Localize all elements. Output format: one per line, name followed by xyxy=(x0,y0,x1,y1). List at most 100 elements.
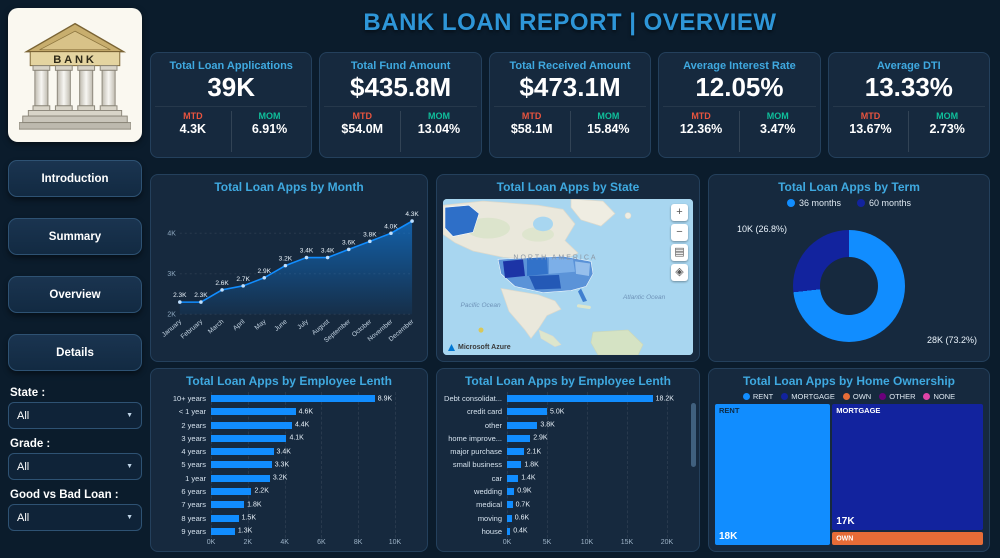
bar-row: 2 years 4.4K xyxy=(155,419,421,432)
slice-label-36-months: 28K (73.2%) xyxy=(926,335,977,345)
bar[interactable] xyxy=(507,461,522,469)
bar[interactable] xyxy=(507,434,531,442)
mtd-value: 4.3K xyxy=(179,122,207,137)
legend-item[interactable]: RENT xyxy=(742,392,773,401)
bar-value-label: 3.3K xyxy=(274,461,290,469)
bar-category-label: 5 years xyxy=(181,460,206,470)
legend-item[interactable]: OTHER xyxy=(879,392,915,401)
bar-category-label: 8 years xyxy=(181,513,206,523)
legend-label: 60 months xyxy=(869,198,912,208)
svg-text:2.7K: 2.7K xyxy=(236,276,250,283)
treemap-block-rent[interactable]: RENT 18K xyxy=(715,404,831,545)
nav-button-summary[interactable]: Summary xyxy=(8,218,142,255)
mtd-value: 12.36% xyxy=(679,122,723,137)
kpi-mom: MOM 3.47% xyxy=(740,111,816,152)
map-style-button[interactable]: ▤ xyxy=(671,244,688,261)
bar[interactable] xyxy=(211,527,235,535)
filter-dropdown[interactable]: All ▼ xyxy=(8,453,142,480)
bar-track: 1.5K xyxy=(211,514,395,522)
treemap-block-own[interactable]: OWN xyxy=(832,532,983,545)
bar[interactable] xyxy=(507,501,513,509)
filter-dropdown[interactable]: All ▼ xyxy=(8,504,142,531)
zoom-in-button[interactable]: + xyxy=(671,204,688,221)
svg-text:July: July xyxy=(296,318,310,331)
legend-item[interactable]: NONE xyxy=(923,392,955,401)
filter-value: All xyxy=(17,511,30,524)
legend-item[interactable]: OWN xyxy=(842,392,871,401)
bar-value-label: 0.9K xyxy=(517,487,532,495)
bar[interactable] xyxy=(507,448,524,456)
bar-row: 10+ years 8.9K xyxy=(155,392,421,405)
bar[interactable] xyxy=(507,421,538,429)
legend-dot xyxy=(879,393,887,400)
bar[interactable] xyxy=(507,474,519,482)
bar-row: 8 years 1.5K xyxy=(155,511,421,524)
bar[interactable] xyxy=(211,448,274,456)
legend-item[interactable]: 60 months xyxy=(857,198,911,208)
chevron-down-icon: ▼ xyxy=(126,412,133,419)
bar-category-label: other xyxy=(484,420,502,430)
bar-value-label: 1.8K xyxy=(247,501,262,509)
bar-track: 4.1K xyxy=(211,434,395,442)
nav-button-introduction[interactable]: Introduction xyxy=(8,160,142,197)
bar[interactable] xyxy=(211,474,270,482)
mtd-label: MTD xyxy=(352,111,373,122)
bar[interactable] xyxy=(507,408,547,416)
bar[interactable] xyxy=(507,395,653,403)
card-loan-apps-by-month: Total Loan Apps by Month 2K 3K 4K 2.3K 2.3K 2… xyxy=(150,174,428,362)
kpi-value: $435.8M xyxy=(350,72,452,102)
bar-track: 1.8K xyxy=(211,501,395,509)
employee-length-bar-chart[interactable]: 10+ years 8.9K < 1 year 4.6K 2 years 4.4K 3 ye… xyxy=(151,390,427,551)
mtd-label: MTD xyxy=(860,111,881,122)
kpi-row: Total Loan Applications 39K MTD 4.3K MOM 6.91… xyxy=(150,52,991,158)
bar[interactable] xyxy=(211,434,287,442)
bar-value-label: 2.9K xyxy=(533,434,548,442)
nav-button-details[interactable]: Details xyxy=(8,334,142,371)
bar-value-label: 1.4K xyxy=(521,474,536,482)
bar-value-label: 4.6K xyxy=(298,408,314,416)
mom-label: MOM xyxy=(427,111,450,122)
bar[interactable] xyxy=(211,395,375,403)
bar[interactable] xyxy=(211,514,239,522)
mom-label: MOM xyxy=(597,111,620,122)
mom-label: MOM xyxy=(258,111,281,122)
bar[interactable] xyxy=(211,487,252,495)
bar[interactable] xyxy=(507,487,515,495)
legend-label: MORTGAGE xyxy=(791,392,835,401)
bar[interactable] xyxy=(507,514,512,522)
svg-text:2.9K: 2.9K xyxy=(258,268,272,275)
scrollbar[interactable] xyxy=(691,403,696,467)
bar-value-label: 0.7K xyxy=(515,501,530,509)
donut[interactable] xyxy=(793,229,905,342)
bar[interactable] xyxy=(211,501,245,509)
bar-track: 5.0K xyxy=(507,408,667,416)
bar-row: medical 0.7K xyxy=(441,498,693,511)
x-axis-tick: 2K xyxy=(243,539,253,546)
state-map[interactable]: NORTH AMERICA Pacific Ocean Atlantic Oce… xyxy=(443,199,693,355)
nav-button-overview[interactable]: Overview xyxy=(8,276,142,313)
filter-dropdown[interactable]: All ▼ xyxy=(8,402,142,429)
locate-button[interactable]: ◈ xyxy=(671,264,688,281)
report-nav: Introduction Summary Overview Details xyxy=(8,160,142,371)
treemap-block-mortgage[interactable]: MORTGAGE 17K xyxy=(832,404,983,530)
bar[interactable] xyxy=(211,421,292,429)
legend-item[interactable]: MORTGAGE xyxy=(781,392,835,401)
map-canvas xyxy=(443,199,693,355)
month-area-chart[interactable]: 2K 3K 4K 2.3K 2.3K 2.6K 2.7K 2.9K 3.2K 3.4K 3.4K 3.… xyxy=(151,196,427,361)
term-donut-chart[interactable]: 10K (26.8%) 28K (73.2%) xyxy=(709,210,989,361)
bar-category-label: home improve... xyxy=(448,433,502,443)
purpose-bar-chart[interactable]: Debt consolidat... 18.2K credit card 5.0K ot… xyxy=(437,390,699,551)
kpi-title: Total Fund Amount xyxy=(350,60,451,72)
filter-label: Good vs Bad Loan : xyxy=(10,489,119,501)
zoom-out-button[interactable]: − xyxy=(671,224,688,241)
azure-logo-icon xyxy=(448,344,455,351)
filter-group-1: Grade : All ▼ xyxy=(8,436,142,480)
bar[interactable] xyxy=(507,527,511,535)
bar[interactable] xyxy=(211,408,296,416)
bar-category-label: 10+ years xyxy=(172,394,206,404)
legend-item[interactable]: 36 months xyxy=(786,198,841,208)
bar-track: 2.2K xyxy=(211,487,395,495)
kpi-value: $473.1M xyxy=(519,72,621,102)
bar[interactable] xyxy=(211,461,272,469)
chart-title: Total Loan Apps by State xyxy=(496,180,640,194)
